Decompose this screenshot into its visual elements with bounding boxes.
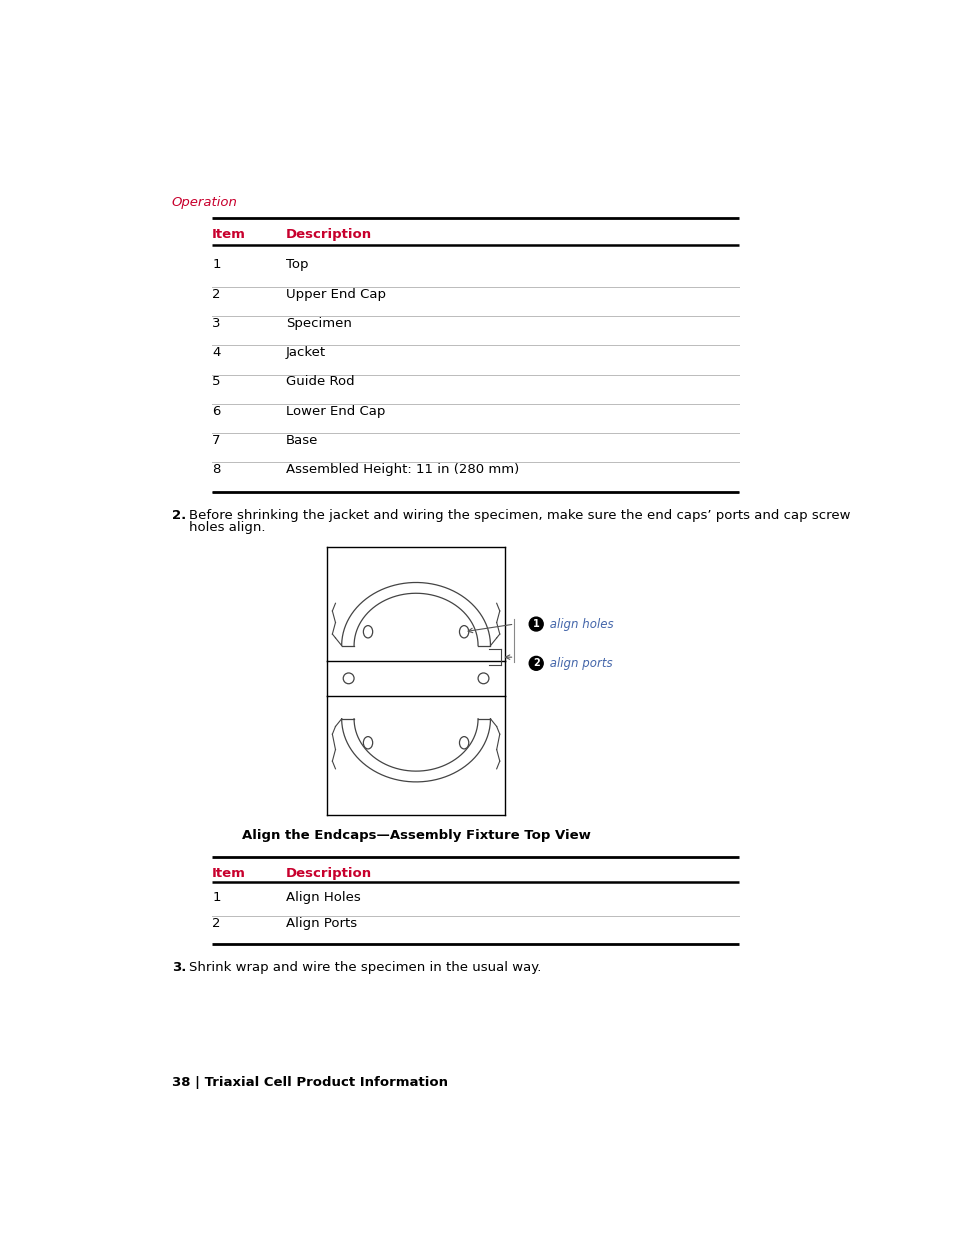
- Text: 6: 6: [212, 405, 220, 417]
- Text: holes align.: holes align.: [189, 521, 265, 534]
- Text: Base: Base: [286, 433, 318, 447]
- Text: Guide Rod: Guide Rod: [286, 375, 355, 388]
- Text: Align the Endcaps—Assembly Fixture Top View: Align the Endcaps—Assembly Fixture Top V…: [241, 829, 590, 842]
- Text: Description: Description: [286, 228, 372, 241]
- Text: 2: 2: [212, 918, 220, 930]
- Ellipse shape: [459, 626, 468, 638]
- Text: Before shrinking the jacket and wiring the specimen, make sure the end caps’ por: Before shrinking the jacket and wiring t…: [189, 509, 850, 521]
- Text: 38 | Triaxial Cell Product Information: 38 | Triaxial Cell Product Information: [172, 1076, 448, 1089]
- Text: 3: 3: [212, 317, 220, 330]
- Text: Specimen: Specimen: [286, 317, 352, 330]
- Text: Item: Item: [212, 867, 246, 879]
- Text: Shrink wrap and wire the specimen in the usual way.: Shrink wrap and wire the specimen in the…: [189, 961, 540, 973]
- Text: 5: 5: [212, 375, 220, 388]
- Text: 8: 8: [212, 463, 220, 477]
- Text: 7: 7: [212, 433, 220, 447]
- Text: Assembled Height: 11 in (280 mm): Assembled Height: 11 in (280 mm): [286, 463, 518, 477]
- Text: Description: Description: [286, 867, 372, 879]
- Text: Lower End Cap: Lower End Cap: [286, 405, 385, 417]
- Text: Operation: Operation: [172, 196, 237, 209]
- Text: 2: 2: [533, 658, 539, 668]
- Text: Item: Item: [212, 228, 246, 241]
- Text: Align Holes: Align Holes: [286, 892, 360, 904]
- Circle shape: [529, 618, 542, 631]
- Text: Jacket: Jacket: [286, 346, 326, 359]
- Circle shape: [529, 656, 542, 671]
- Text: align holes: align holes: [546, 618, 614, 631]
- Text: Top: Top: [286, 258, 308, 272]
- Ellipse shape: [363, 626, 373, 638]
- Circle shape: [477, 673, 488, 684]
- Text: 3.: 3.: [172, 961, 186, 973]
- Text: 2.: 2.: [172, 509, 186, 521]
- Text: Upper End Cap: Upper End Cap: [286, 288, 385, 300]
- Text: 4: 4: [212, 346, 220, 359]
- Ellipse shape: [363, 736, 373, 748]
- Text: Align Ports: Align Ports: [286, 918, 356, 930]
- Text: align ports: align ports: [546, 657, 612, 669]
- Circle shape: [343, 673, 354, 684]
- Text: 2: 2: [212, 288, 220, 300]
- Text: 1: 1: [212, 258, 220, 272]
- Ellipse shape: [459, 736, 468, 748]
- Text: 1: 1: [212, 892, 220, 904]
- Text: 1: 1: [533, 619, 539, 629]
